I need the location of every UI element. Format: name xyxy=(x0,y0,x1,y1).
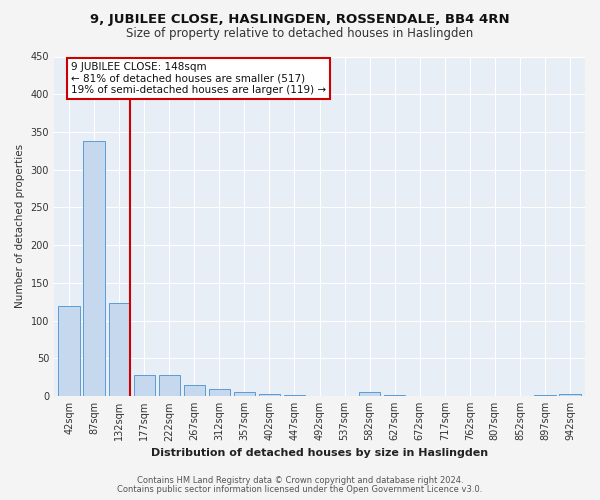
Bar xyxy=(559,394,581,396)
Bar xyxy=(83,141,105,396)
X-axis label: Distribution of detached houses by size in Haslingden: Distribution of detached houses by size … xyxy=(151,448,488,458)
Bar xyxy=(184,385,205,396)
Bar xyxy=(534,394,556,396)
Bar xyxy=(158,375,180,396)
Text: 9, JUBILEE CLOSE, HASLINGDEN, ROSSENDALE, BB4 4RN: 9, JUBILEE CLOSE, HASLINGDEN, ROSSENDALE… xyxy=(90,12,510,26)
Y-axis label: Number of detached properties: Number of detached properties xyxy=(15,144,25,308)
Bar xyxy=(134,375,155,396)
Text: Contains public sector information licensed under the Open Government Licence v3: Contains public sector information licen… xyxy=(118,485,482,494)
Text: 9 JUBILEE CLOSE: 148sqm
← 81% of detached houses are smaller (517)
19% of semi-d: 9 JUBILEE CLOSE: 148sqm ← 81% of detache… xyxy=(71,62,326,95)
Bar xyxy=(259,394,280,396)
Text: Contains HM Land Registry data © Crown copyright and database right 2024.: Contains HM Land Registry data © Crown c… xyxy=(137,476,463,485)
Bar xyxy=(109,304,130,396)
Bar xyxy=(359,392,380,396)
Bar xyxy=(209,390,230,396)
Bar xyxy=(234,392,255,396)
Text: Size of property relative to detached houses in Haslingden: Size of property relative to detached ho… xyxy=(127,28,473,40)
Bar xyxy=(58,306,80,396)
Bar xyxy=(284,394,305,396)
Bar xyxy=(384,394,406,396)
